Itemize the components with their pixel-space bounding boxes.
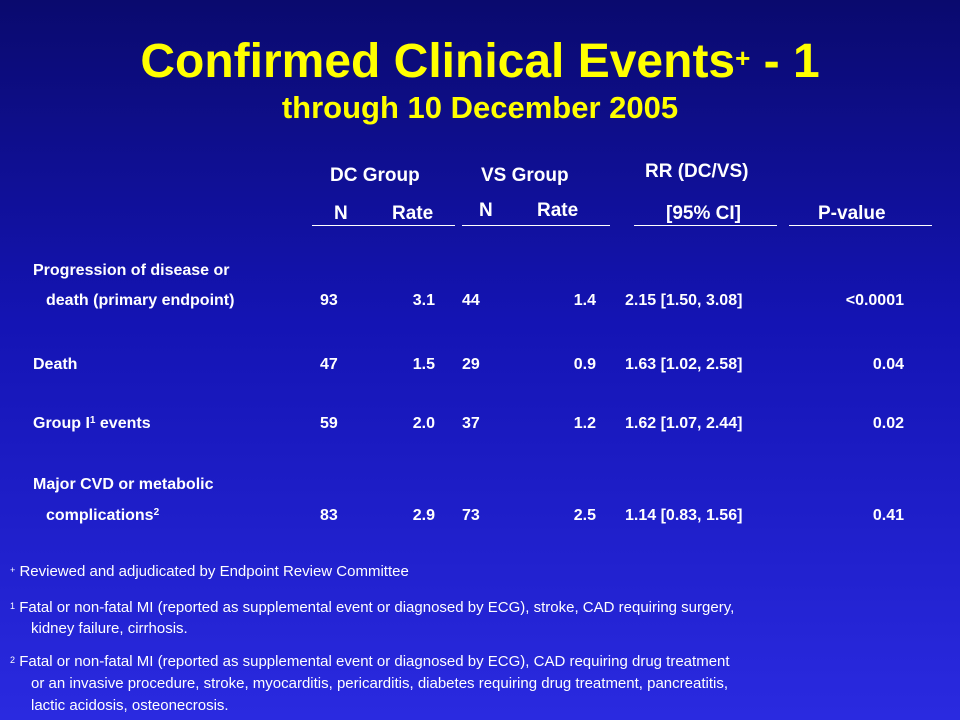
pvalue-underline xyxy=(789,225,932,226)
row-label: Group I1 events xyxy=(33,414,151,434)
footnote-2-continued: or an invasive procedure, stroke, myocar… xyxy=(31,675,728,692)
footnote-1-continued: kidney failure, cirrhosis. xyxy=(31,620,188,637)
row-label: Progression of disease or xyxy=(33,262,230,279)
vs-n-value: 44 xyxy=(462,292,480,309)
vs-underline xyxy=(462,225,610,226)
footnote-ref: 1 xyxy=(89,415,96,426)
row-label-continued: complications2 xyxy=(46,506,159,526)
dc-rate-value: 2.0 xyxy=(412,415,435,432)
dc-rate-value: 2.9 xyxy=(412,507,435,524)
footnote-ref: 2 xyxy=(153,507,160,518)
footnote-1: 1 Fatal or non-fatal MI (reported as sup… xyxy=(10,598,734,618)
dc-rate-value: 3.1 xyxy=(412,292,435,309)
vs-group-header: VS Group xyxy=(481,165,569,186)
footnote-2-continued: lactic acidosis, osteonecrosis. xyxy=(31,697,229,714)
vs-rate-value: 0.9 xyxy=(573,356,596,373)
pvalue-header: P-value xyxy=(818,203,886,224)
p-value: 0.41 xyxy=(872,507,904,524)
ci-header: [95% CI] xyxy=(666,203,741,224)
rr-ci-value: 2.15 [1.50, 3.08] xyxy=(625,292,743,309)
title-superscript: + xyxy=(735,43,751,73)
slide-title: Confirmed Clinical Events+ - 1 xyxy=(0,34,960,90)
footnote-text: Fatal or non-fatal MI (reported as suppl… xyxy=(19,599,735,616)
rr-ci-value: 1.14 [0.83, 1.56] xyxy=(625,507,743,524)
footnote-2: 2 Fatal or non-fatal MI (reported as sup… xyxy=(10,652,730,672)
footnote-mark: + xyxy=(10,565,16,575)
footnote-plus: + Reviewed and adjudicated by Endpoint R… xyxy=(10,562,409,582)
title-suffix: - 1 xyxy=(750,35,820,88)
title-text: Confirmed Clinical Events xyxy=(140,35,736,88)
dc-n-header: N xyxy=(334,203,348,224)
row-label-text: complications xyxy=(46,507,154,524)
dc-n-value: 93 xyxy=(320,292,338,309)
footnote-text: Reviewed and adjudicated by Endpoint Rev… xyxy=(19,563,409,580)
p-value: 0.02 xyxy=(872,415,904,432)
dc-n-value: 59 xyxy=(320,415,338,432)
dc-underline xyxy=(312,225,455,226)
slide-subtitle: through 10 December 2005 xyxy=(281,90,679,125)
p-value: 0.04 xyxy=(872,356,904,373)
footnote-mark: 2 xyxy=(10,655,16,665)
row-label-text: Group I xyxy=(33,415,90,432)
vs-rate-value: 1.2 xyxy=(573,415,596,432)
dc-group-header: DC Group xyxy=(330,165,420,186)
row-label-continued: death (primary endpoint) xyxy=(46,292,235,309)
vs-n-value: 37 xyxy=(462,415,480,432)
dc-rate-header: Rate xyxy=(392,203,434,224)
vs-n-header: N xyxy=(479,200,493,221)
dc-rate-value: 1.5 xyxy=(412,356,435,373)
vs-rate-header: Rate xyxy=(537,200,579,221)
vs-n-value: 73 xyxy=(462,507,480,524)
dc-n-value: 83 xyxy=(320,507,338,524)
footnote-mark: 1 xyxy=(10,601,16,611)
row-label: Major CVD or metabolic xyxy=(33,476,214,493)
rr-header: RR (DC/VS) xyxy=(645,161,749,182)
p-value: <0.0001 xyxy=(845,292,904,309)
row-label-text-end: events xyxy=(95,415,151,432)
row-label: Death xyxy=(33,356,78,373)
rr-underline xyxy=(634,225,777,226)
vs-rate-value: 2.5 xyxy=(573,507,596,524)
rr-ci-value: 1.63 [1.02, 2.58] xyxy=(625,356,743,373)
rr-ci-value: 1.62 [1.07, 2.44] xyxy=(625,415,743,432)
dc-n-value: 47 xyxy=(320,356,338,373)
vs-rate-value: 1.4 xyxy=(573,292,596,309)
vs-n-value: 29 xyxy=(462,356,480,373)
footnote-text: Fatal or non-fatal MI (reported as suppl… xyxy=(19,653,730,670)
